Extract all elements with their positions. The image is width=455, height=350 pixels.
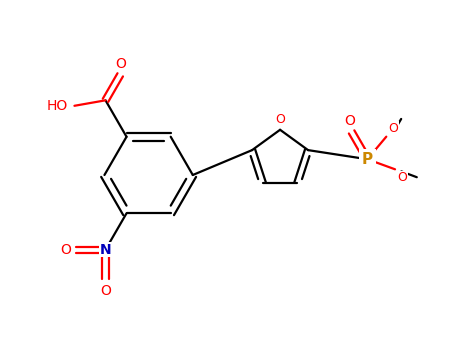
Text: O: O [344, 114, 355, 128]
Text: N: N [100, 243, 111, 257]
Text: O: O [60, 243, 71, 257]
Text: O: O [100, 285, 111, 299]
Text: O: O [389, 121, 398, 134]
Text: O: O [275, 113, 285, 126]
Text: P: P [362, 152, 373, 167]
Text: O: O [115, 57, 126, 71]
Text: O: O [397, 172, 407, 184]
Text: HO: HO [47, 99, 68, 113]
